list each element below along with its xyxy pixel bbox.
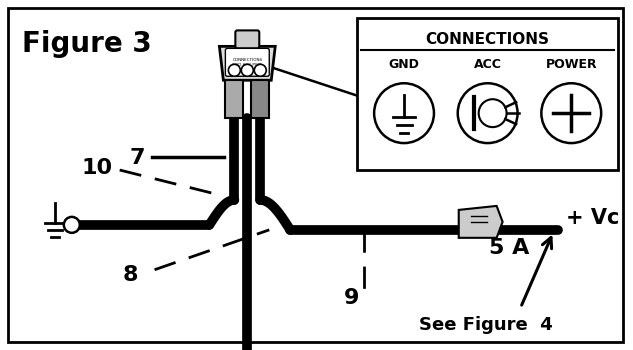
- Circle shape: [241, 64, 253, 76]
- FancyBboxPatch shape: [235, 30, 260, 48]
- Text: CONNECTIONS: CONNECTIONS: [425, 33, 549, 47]
- Text: Figure 3: Figure 3: [22, 30, 152, 58]
- Circle shape: [64, 217, 80, 233]
- Text: 8: 8: [123, 265, 138, 285]
- Text: ACC: ACC: [473, 58, 501, 71]
- FancyBboxPatch shape: [225, 48, 269, 76]
- Text: 5 A: 5 A: [489, 238, 529, 258]
- Circle shape: [458, 83, 518, 143]
- Bar: [225, 80, 243, 118]
- Polygon shape: [459, 206, 503, 238]
- Polygon shape: [220, 46, 275, 80]
- Text: 10: 10: [82, 158, 113, 178]
- Text: CONNECTIONS
GND ACC PWR: CONNECTIONS GND ACC PWR: [232, 58, 263, 66]
- Text: See Figure  4: See Figure 4: [419, 316, 553, 334]
- Text: 9: 9: [344, 288, 360, 308]
- Text: 7: 7: [129, 148, 144, 168]
- Text: POWER: POWER: [546, 58, 597, 71]
- Circle shape: [229, 64, 241, 76]
- Circle shape: [254, 64, 266, 76]
- Bar: [357, 19, 618, 170]
- Circle shape: [374, 83, 434, 143]
- Text: + Vc: + Vc: [567, 208, 620, 228]
- Circle shape: [541, 83, 601, 143]
- Bar: [251, 80, 269, 118]
- Text: GND: GND: [389, 58, 420, 71]
- Circle shape: [479, 99, 506, 127]
